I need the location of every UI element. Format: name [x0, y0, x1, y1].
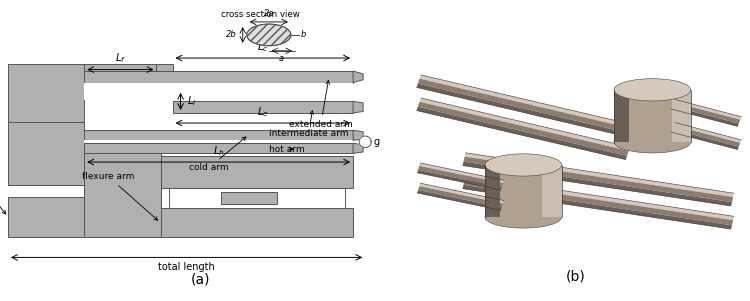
- Text: $L_f$: $L_f$: [115, 51, 126, 65]
- Text: cold arm: cold arm: [189, 137, 246, 172]
- Polygon shape: [418, 79, 628, 133]
- Text: $L_i$: $L_i$: [187, 95, 196, 108]
- Polygon shape: [419, 75, 630, 128]
- Polygon shape: [353, 71, 363, 82]
- Polygon shape: [464, 176, 734, 220]
- Polygon shape: [220, 192, 277, 204]
- Polygon shape: [674, 99, 742, 120]
- Text: (b): (b): [566, 269, 586, 284]
- Polygon shape: [614, 90, 629, 142]
- Polygon shape: [353, 101, 363, 113]
- Polygon shape: [485, 165, 562, 217]
- Text: extended arm: extended arm: [289, 80, 352, 129]
- Text: 2a: 2a: [263, 9, 274, 18]
- Polygon shape: [463, 185, 732, 229]
- Polygon shape: [84, 154, 160, 237]
- Polygon shape: [160, 156, 353, 188]
- Polygon shape: [416, 107, 627, 160]
- Ellipse shape: [247, 24, 291, 46]
- Polygon shape: [157, 64, 172, 90]
- Polygon shape: [464, 157, 733, 202]
- Polygon shape: [419, 98, 630, 151]
- Text: g: g: [374, 137, 380, 147]
- Text: hot arm: hot arm: [268, 144, 304, 154]
- Polygon shape: [84, 130, 353, 140]
- Polygon shape: [8, 122, 84, 185]
- Polygon shape: [84, 143, 353, 154]
- Text: a: a: [278, 54, 284, 63]
- Polygon shape: [614, 90, 691, 142]
- Polygon shape: [419, 163, 504, 183]
- Text: flexure arm: flexure arm: [82, 172, 158, 220]
- Polygon shape: [673, 126, 740, 147]
- Polygon shape: [169, 188, 345, 208]
- Polygon shape: [172, 101, 353, 113]
- Polygon shape: [84, 140, 353, 143]
- Text: total length: total length: [158, 262, 215, 272]
- Ellipse shape: [614, 79, 691, 101]
- Polygon shape: [353, 143, 363, 154]
- Polygon shape: [8, 64, 84, 122]
- Polygon shape: [416, 84, 627, 137]
- Polygon shape: [418, 102, 628, 156]
- Text: intermediate arm: intermediate arm: [268, 111, 348, 138]
- Polygon shape: [353, 130, 363, 140]
- Polygon shape: [8, 197, 84, 237]
- Polygon shape: [463, 162, 732, 206]
- Text: $L_h$: $L_h$: [213, 144, 225, 158]
- Polygon shape: [417, 190, 502, 210]
- Polygon shape: [84, 82, 353, 100]
- Polygon shape: [418, 186, 503, 207]
- Ellipse shape: [614, 131, 691, 153]
- Polygon shape: [464, 153, 734, 197]
- Text: cross section view: cross section view: [221, 10, 300, 19]
- Polygon shape: [359, 136, 371, 147]
- Polygon shape: [464, 180, 733, 225]
- Ellipse shape: [485, 154, 562, 176]
- Polygon shape: [671, 129, 739, 150]
- Polygon shape: [542, 165, 562, 217]
- Text: b: b: [301, 30, 306, 39]
- Text: pad: pad: [0, 186, 6, 214]
- Polygon shape: [417, 170, 502, 190]
- Polygon shape: [84, 64, 157, 98]
- Polygon shape: [485, 165, 500, 217]
- Polygon shape: [671, 106, 739, 126]
- Polygon shape: [160, 208, 353, 237]
- Polygon shape: [671, 90, 691, 142]
- Text: (a): (a): [190, 272, 210, 286]
- Text: $L_e$: $L_e$: [256, 105, 268, 119]
- Polygon shape: [418, 166, 503, 187]
- Polygon shape: [674, 123, 742, 143]
- Polygon shape: [84, 71, 353, 82]
- Polygon shape: [419, 183, 504, 203]
- Text: 2b: 2b: [226, 30, 237, 39]
- Polygon shape: [673, 102, 740, 123]
- Text: $L_c$: $L_c$: [257, 40, 268, 54]
- Ellipse shape: [485, 206, 562, 228]
